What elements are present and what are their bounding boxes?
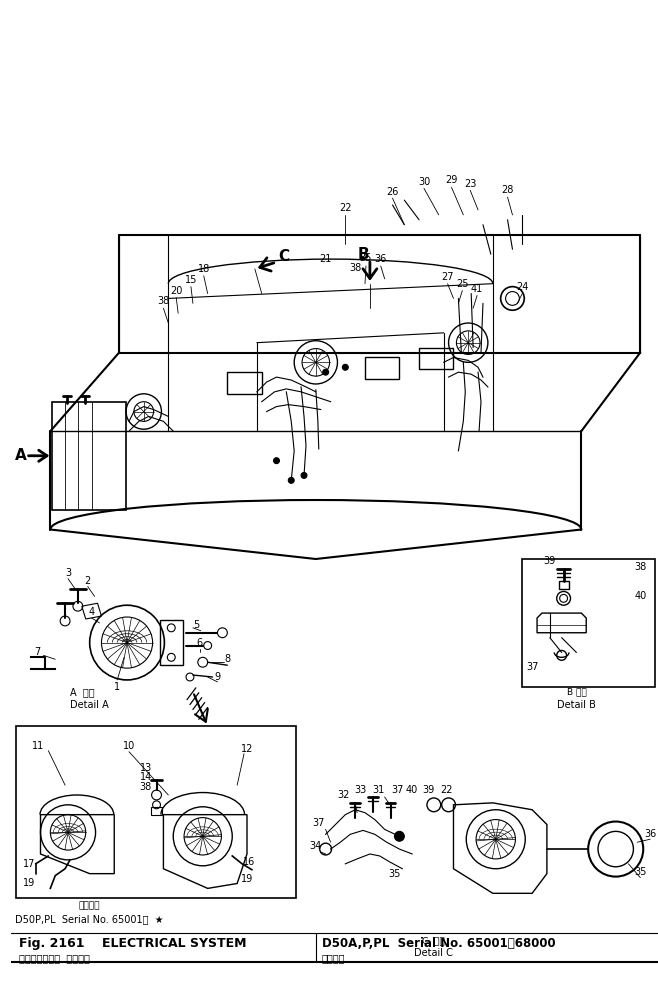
Text: A: A: [15, 448, 27, 463]
Text: 39: 39: [544, 556, 556, 566]
Text: 20: 20: [170, 285, 182, 295]
Text: 39: 39: [423, 785, 435, 795]
Text: 1: 1: [114, 682, 120, 692]
Text: 34: 34: [310, 841, 322, 851]
Text: エレクトリカル  システム: エレクトリカル システム: [19, 953, 89, 963]
Text: 40: 40: [406, 785, 418, 795]
Text: 33: 33: [354, 785, 367, 795]
Circle shape: [274, 457, 280, 463]
Circle shape: [395, 832, 404, 841]
Text: 6: 6: [197, 638, 203, 648]
Bar: [522, 559, 655, 687]
Text: Detail A: Detail A: [70, 700, 109, 710]
Text: 7: 7: [34, 648, 41, 658]
Circle shape: [342, 364, 348, 370]
Text: D50P,PL  Serial No. 65001～  ★: D50P,PL Serial No. 65001～ ★: [15, 914, 164, 924]
Text: 38: 38: [157, 296, 170, 306]
Text: C: C: [278, 248, 289, 263]
Text: 17: 17: [22, 859, 35, 869]
Text: 2: 2: [85, 576, 91, 586]
Text: D50A,P,PL  Serial No. 65001～68000: D50A,P,PL Serial No. 65001～68000: [322, 937, 555, 950]
Text: 26: 26: [386, 187, 399, 197]
Text: Detail B: Detail B: [557, 700, 596, 710]
Text: 29: 29: [445, 175, 458, 185]
Bar: [227, 372, 262, 393]
Bar: [52, 401, 126, 510]
Text: 9: 9: [215, 672, 220, 682]
Text: 30: 30: [418, 177, 430, 187]
Text: 19: 19: [22, 879, 35, 889]
Text: 35: 35: [360, 253, 372, 263]
Text: 14: 14: [139, 773, 152, 783]
Text: 13: 13: [139, 764, 152, 774]
Text: 適用号機: 適用号機: [322, 953, 345, 963]
Text: 38: 38: [349, 263, 361, 273]
Text: 4: 4: [89, 607, 95, 617]
Text: Detail C: Detail C: [415, 948, 453, 958]
Text: 22: 22: [339, 203, 351, 213]
Text: 38: 38: [634, 562, 646, 572]
Text: 37: 37: [526, 663, 538, 672]
Text: B: B: [357, 246, 369, 261]
Circle shape: [288, 477, 294, 483]
Text: 8: 8: [224, 655, 230, 665]
Text: 40: 40: [634, 592, 646, 602]
Text: 16: 16: [243, 857, 255, 867]
Text: 22: 22: [440, 785, 453, 795]
Text: 11: 11: [32, 741, 45, 751]
Text: 5: 5: [193, 620, 199, 630]
Text: 36: 36: [374, 254, 387, 264]
Text: 35: 35: [634, 867, 647, 877]
Text: 27: 27: [442, 272, 454, 282]
Text: 12: 12: [241, 744, 253, 754]
Text: 31: 31: [372, 785, 385, 795]
Text: 35: 35: [388, 869, 401, 879]
Text: 18: 18: [197, 264, 210, 274]
Bar: [365, 357, 399, 379]
Bar: [419, 347, 453, 369]
Text: 19: 19: [241, 874, 253, 884]
Text: 23: 23: [464, 179, 476, 189]
Text: A  詳細: A 詳細: [70, 687, 95, 697]
Bar: [559, 581, 569, 589]
Text: 41: 41: [471, 283, 483, 293]
Text: Fig. 2161    ELECTRICAL SYSTEM: Fig. 2161 ELECTRICAL SYSTEM: [19, 937, 246, 950]
Text: 38: 38: [139, 782, 152, 792]
Text: 3: 3: [65, 568, 71, 578]
Text: 24: 24: [516, 281, 528, 291]
Circle shape: [322, 369, 328, 375]
Circle shape: [301, 472, 307, 478]
Text: 25: 25: [456, 278, 468, 288]
Text: 32: 32: [337, 790, 349, 800]
Text: 10: 10: [123, 741, 135, 751]
Text: 15: 15: [185, 274, 197, 284]
Text: B 詳細: B 詳細: [567, 688, 586, 697]
Text: 21: 21: [320, 254, 332, 264]
Text: 適用号機: 適用号機: [79, 902, 101, 911]
Text: 36: 36: [644, 829, 656, 839]
Bar: [16, 726, 296, 898]
Text: C  詳細: C 詳細: [422, 936, 445, 945]
Text: 37: 37: [392, 785, 403, 795]
Text: 28: 28: [501, 185, 514, 195]
Text: 37: 37: [313, 818, 325, 828]
